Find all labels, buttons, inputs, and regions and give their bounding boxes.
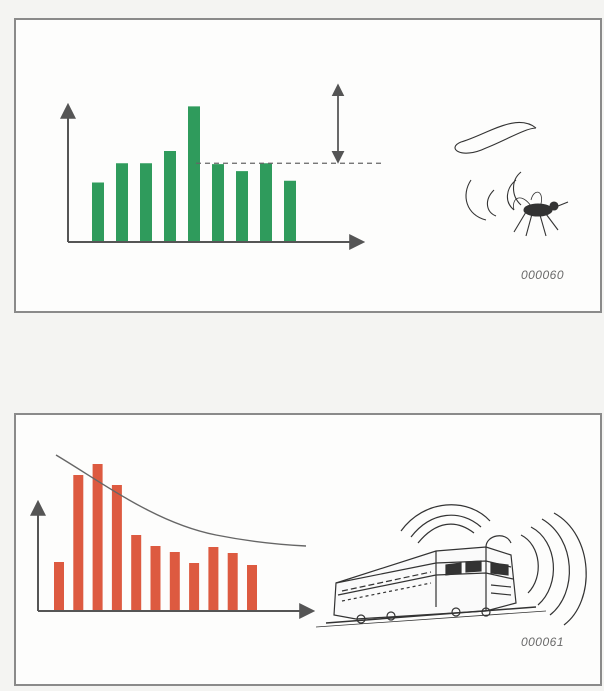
bar-8 — [260, 163, 272, 242]
bar-1 — [92, 182, 104, 242]
bar-7 — [236, 171, 248, 242]
bar-8 — [189, 563, 200, 611]
bar-chart-2 — [30, 454, 587, 628]
bar-9 — [284, 180, 296, 242]
bar-3 — [92, 464, 103, 611]
figure-code: 000061 — [520, 635, 564, 649]
figure-panel-noise-mosquito: 000060 — [14, 18, 602, 313]
figure-panel-noise-train: 000061 — [14, 413, 602, 686]
bar-7 — [169, 552, 180, 611]
bar-4 — [111, 485, 122, 611]
bar-2 — [116, 163, 128, 242]
bar-5 — [188, 106, 200, 242]
trend-curve — [55, 454, 307, 547]
bar-2 — [73, 475, 84, 611]
bar-6 — [212, 164, 224, 242]
bar-chart-1 — [60, 83, 569, 250]
bar-4 — [164, 151, 176, 242]
bar-1 — [54, 562, 64, 611]
train-icon — [315, 504, 587, 628]
bar-9 — [208, 547, 219, 611]
mosquito-icon — [454, 122, 569, 237]
bar-10 — [227, 553, 238, 611]
bar-3 — [140, 163, 152, 242]
bar-5 — [131, 535, 142, 611]
figure-code: 000060 — [520, 268, 564, 282]
bar-11 — [247, 565, 257, 611]
bar-6 — [150, 546, 161, 611]
